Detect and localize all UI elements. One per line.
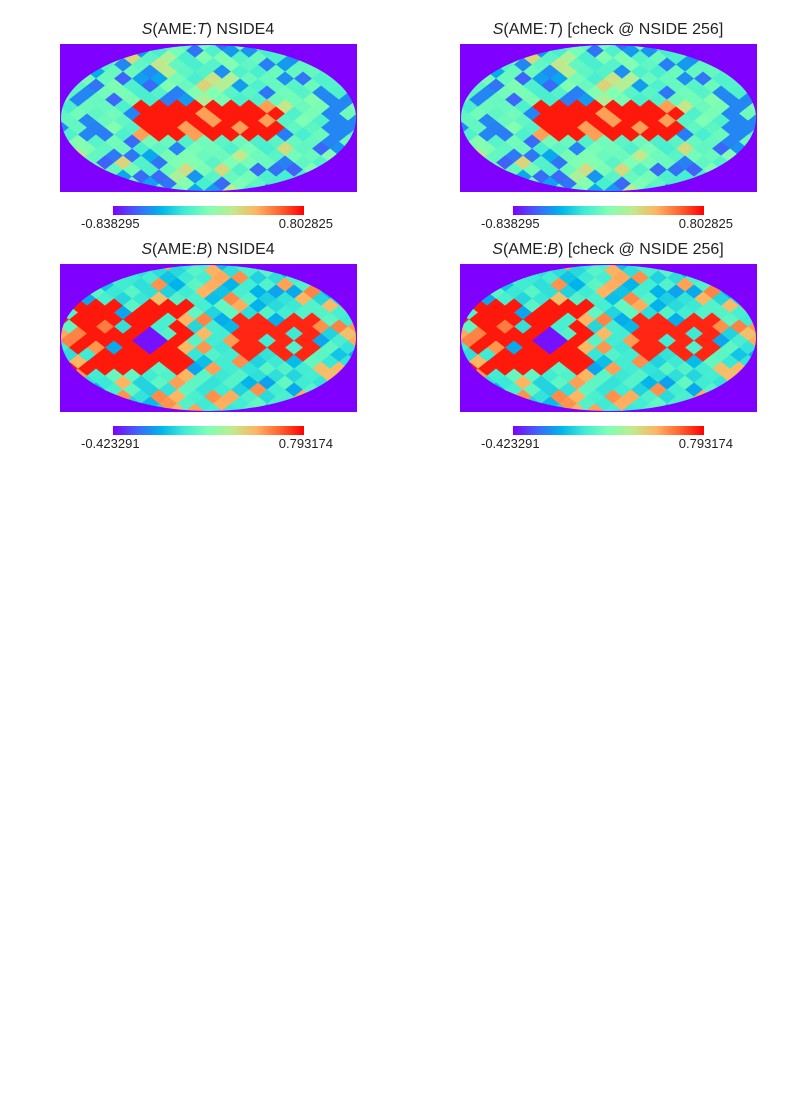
map-pixel bbox=[167, 403, 187, 411]
panel-title: S(AME:T) NSIDE4 bbox=[141, 21, 275, 38]
mollweide-map bbox=[60, 264, 357, 412]
map-pixel bbox=[639, 403, 659, 411]
colorbar-min-label: -0.838295 bbox=[481, 216, 540, 231]
colorbar-min-label: -0.423291 bbox=[481, 436, 540, 451]
map-pixel bbox=[221, 403, 241, 411]
map-pixel bbox=[585, 403, 605, 411]
map-pixel bbox=[639, 183, 659, 191]
map-pixel bbox=[185, 403, 205, 411]
colorbar-max-label: 0.802825 bbox=[278, 216, 333, 231]
map-pixel bbox=[203, 183, 223, 191]
map-pixel bbox=[221, 183, 241, 191]
colorbar-gradient bbox=[113, 426, 304, 435]
colorbar bbox=[113, 202, 304, 215]
mollweide-map bbox=[460, 44, 757, 192]
map-pixel bbox=[239, 183, 259, 191]
colorbar-min-label: -0.423291 bbox=[81, 436, 140, 451]
colorbar bbox=[113, 422, 304, 435]
mollweide-map bbox=[60, 44, 357, 192]
colorbar bbox=[513, 422, 704, 435]
mollweide-map bbox=[460, 264, 757, 412]
colorbar-max-label: 0.793174 bbox=[278, 436, 333, 451]
colorbar-max-label: 0.793174 bbox=[678, 436, 733, 451]
colorbar bbox=[513, 202, 704, 215]
map-pixel bbox=[167, 183, 187, 191]
panel-title: S(AME:B) NSIDE4 bbox=[141, 241, 275, 258]
map-pixel bbox=[621, 403, 641, 411]
map-pixel bbox=[185, 183, 205, 191]
map-pixel bbox=[567, 403, 587, 411]
map-pixel bbox=[603, 183, 623, 191]
panel-title: S(AME:T) [check @ NSIDE 256] bbox=[492, 21, 724, 38]
map-pixel bbox=[239, 403, 259, 411]
panel-title: S(AME:B) [check @ NSIDE 256] bbox=[492, 241, 724, 258]
map-pixel bbox=[603, 403, 623, 411]
colorbar-gradient bbox=[513, 426, 704, 435]
map-pixel bbox=[621, 183, 641, 191]
map-pixel bbox=[567, 183, 587, 191]
colorbar-min-label: -0.838295 bbox=[81, 216, 140, 231]
colorbar-gradient bbox=[513, 206, 704, 215]
colorbar-gradient bbox=[113, 206, 304, 215]
map-pixel bbox=[203, 403, 223, 411]
map-pixel bbox=[585, 183, 605, 191]
colorbar-max-label: 0.802825 bbox=[678, 216, 733, 231]
